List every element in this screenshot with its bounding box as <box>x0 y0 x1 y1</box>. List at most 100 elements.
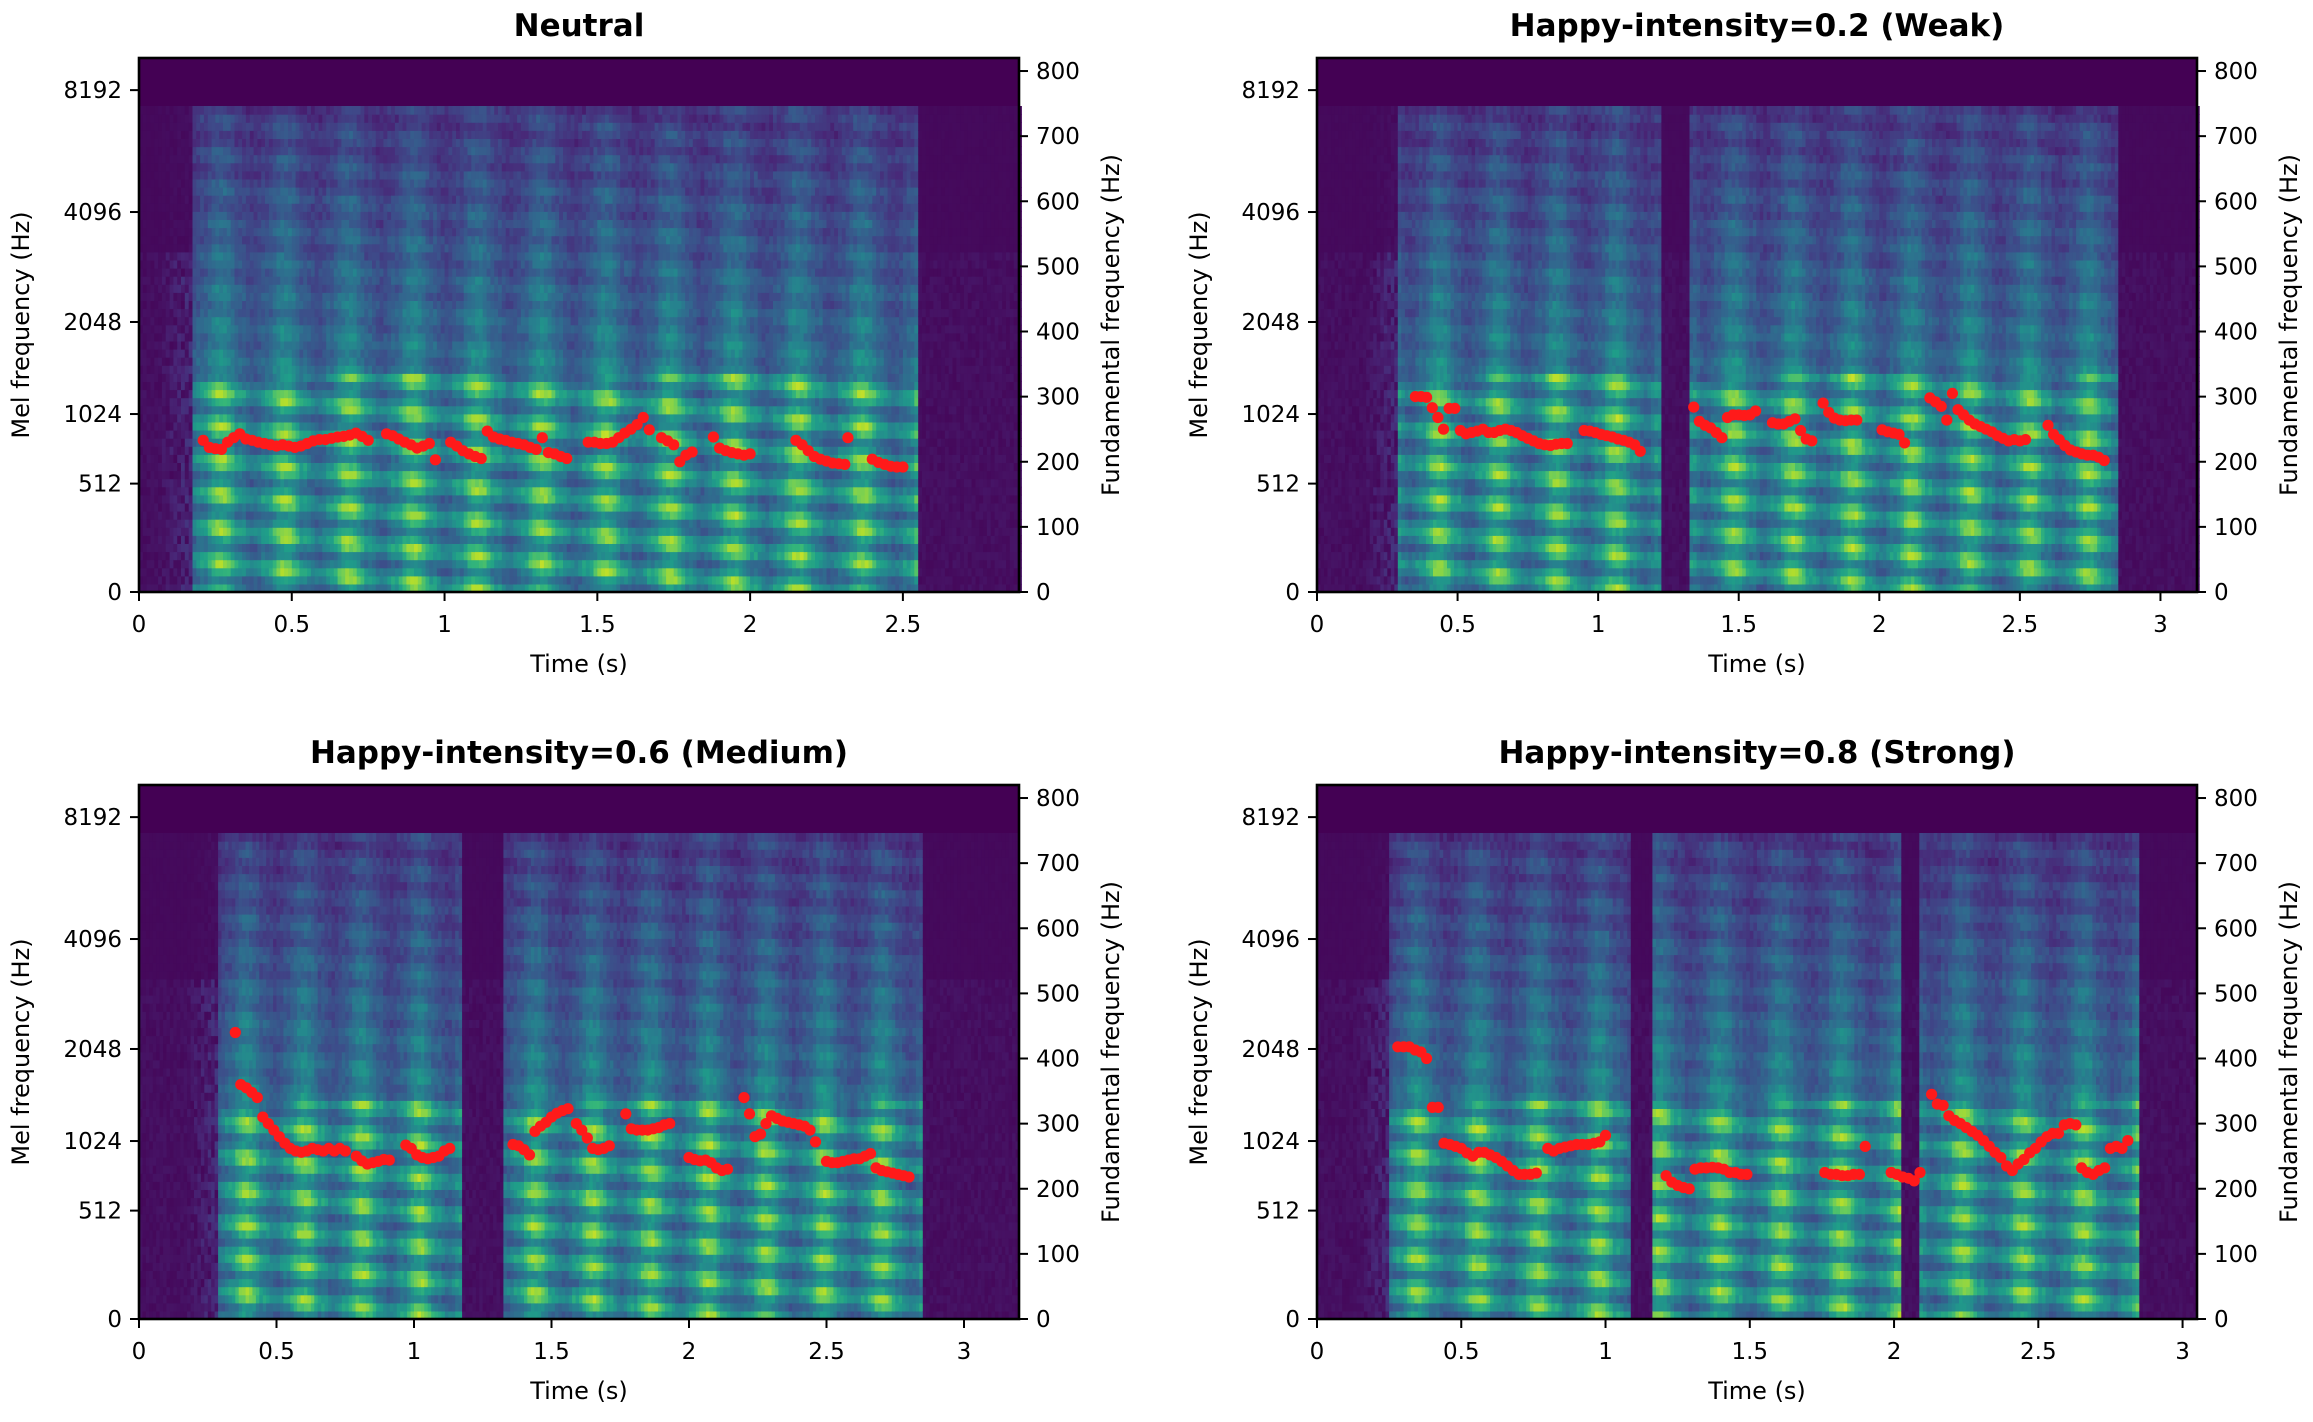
y-right-tick-label: 100 <box>1036 1242 1080 1268</box>
mel-spectrogram <box>1317 785 2198 1320</box>
f0-point <box>1941 415 1952 426</box>
y-right-tick-label: 100 <box>2214 515 2258 541</box>
x-tick-label: 1.5 <box>1731 1339 1768 1365</box>
f0-point <box>2122 1135 2133 1146</box>
f0-point <box>687 446 698 457</box>
y-right-tick-label: 800 <box>1036 59 1080 85</box>
f0-point <box>384 1155 395 1166</box>
x-tick-label: 2 <box>1872 612 1887 638</box>
f0-point <box>903 1171 914 1182</box>
y-left-tick-label: 512 <box>1256 1199 1300 1225</box>
chart-title: Happy-intensity=0.6 (Medium) <box>310 735 848 771</box>
f0-point <box>2099 1162 2110 1173</box>
y-right-tick-label: 0 <box>1036 580 1051 606</box>
f0-point <box>745 448 756 459</box>
f0-point <box>804 1125 815 1136</box>
f0-point <box>810 1136 821 1147</box>
x-tick-label: 1.5 <box>579 612 616 638</box>
x-tick-label: 2.5 <box>808 1339 845 1365</box>
y-right-tick-label: 800 <box>2214 59 2258 85</box>
f0-point <box>1438 424 1449 435</box>
f0-point <box>1899 437 1910 448</box>
y-axis-label-right: Fundamental frequency (Hz) <box>2275 154 2303 496</box>
f0-point <box>1789 413 1800 424</box>
f0-point <box>1926 1089 1937 1100</box>
f0-point <box>2020 434 2031 445</box>
y-left-tick-label: 8192 <box>1241 78 1300 104</box>
y-axis-label-right: Fundamental frequency (Hz) <box>1097 154 1125 496</box>
f0-point <box>1684 1183 1695 1194</box>
y-right-tick-label: 600 <box>2214 916 2258 942</box>
f0-point <box>1433 1102 1444 1113</box>
f0-point <box>1806 435 1817 446</box>
y-left-tick-label: 2048 <box>1241 310 1300 336</box>
f0-point <box>1938 1100 1949 1111</box>
y-left-tick-label: 8192 <box>63 78 122 104</box>
y-axis-label-right: Fundamental frequency (Hz) <box>2275 881 2303 1223</box>
x-tick-label: 0.5 <box>1439 612 1476 638</box>
y-right-tick-label: 700 <box>1036 851 1080 877</box>
f0-point <box>476 453 487 464</box>
f0-point <box>1716 432 1727 443</box>
f0-point <box>1914 1167 1925 1178</box>
f0-point <box>1432 412 1443 423</box>
y-right-tick-label: 500 <box>1036 254 1080 280</box>
y-right-tick-label: 800 <box>1036 786 1080 812</box>
f0-point <box>1947 388 1958 399</box>
f0-point <box>664 1118 675 1129</box>
x-tick-label: 1.5 <box>533 1339 570 1365</box>
y-right-tick-label: 300 <box>2214 385 2258 411</box>
f0-point <box>1860 1141 1871 1152</box>
x-axis-label: Time (s) <box>1707 1377 1806 1405</box>
f0-point <box>1635 446 1646 457</box>
y-left-tick-label: 2048 <box>63 310 122 336</box>
y-right-tick-label: 200 <box>2214 450 2258 476</box>
y-right-tick-label: 0 <box>2214 580 2229 606</box>
y-left-tick-label: 512 <box>1256 472 1300 498</box>
y-right-tick-label: 700 <box>2214 124 2258 150</box>
f0-point <box>1936 401 1947 412</box>
chart-title: Neutral <box>514 8 645 44</box>
mel-spectrogram <box>139 58 1022 593</box>
f0-point <box>531 444 542 455</box>
f0-point <box>755 1129 766 1140</box>
y-right-tick-label: 500 <box>2214 981 2258 1007</box>
chart-panel-1: 0 0.5 1 1.5 2 2.50512102420484096819201002003… <box>7 8 1125 678</box>
x-tick-label: 3 <box>2153 612 2168 638</box>
y-left-tick-label: 4096 <box>63 200 122 226</box>
y-axis-label-right: Fundamental frequency (Hz) <box>1097 881 1125 1223</box>
f0-point <box>1741 1169 1752 1180</box>
x-axis-label: Time (s) <box>529 650 628 678</box>
f0-point <box>897 461 908 472</box>
f0-point <box>363 435 374 446</box>
f0-point <box>561 453 572 464</box>
y-right-tick-label: 200 <box>1036 1177 1080 1203</box>
x-tick-label: 1 <box>437 612 452 638</box>
f0-point <box>1854 1169 1865 1180</box>
x-tick-label: 1.5 <box>1720 612 1757 638</box>
y-right-tick-label: 400 <box>2214 1047 2258 1073</box>
x-axis-label: Time (s) <box>1707 650 1806 678</box>
y-left-tick-label: 8192 <box>1241 805 1300 831</box>
mel-spectrogram <box>139 785 1020 1320</box>
chart-panel-4: 0 0.5 1 1.5 2 2.5 3051210242048409681920100200… <box>1185 735 2303 1405</box>
x-tick-label: 2.5 <box>885 612 922 638</box>
y-right-tick-label: 400 <box>1036 1047 1080 1073</box>
y-right-tick-label: 800 <box>2214 786 2258 812</box>
f0-point <box>738 1092 749 1103</box>
x-tick-label: 1 <box>1598 1339 1613 1365</box>
x-tick-label: 2.5 <box>2002 612 2039 638</box>
y-left-tick-label: 1024 <box>63 402 122 428</box>
f0-point <box>604 1140 615 1151</box>
f0-point <box>562 1103 573 1114</box>
y-left-tick-label: 0 <box>107 580 122 606</box>
x-axis-label: Time (s) <box>529 1377 628 1405</box>
y-left-tick-label: 4096 <box>1241 200 1300 226</box>
f0-point <box>644 424 655 435</box>
f0-point <box>424 438 435 449</box>
f0-point <box>1562 438 1573 449</box>
f0-point <box>744 1108 755 1119</box>
y-right-tick-label: 500 <box>2214 254 2258 280</box>
y-left-tick-label: 512 <box>78 472 122 498</box>
x-tick-label: 0 <box>1310 1339 1325 1365</box>
